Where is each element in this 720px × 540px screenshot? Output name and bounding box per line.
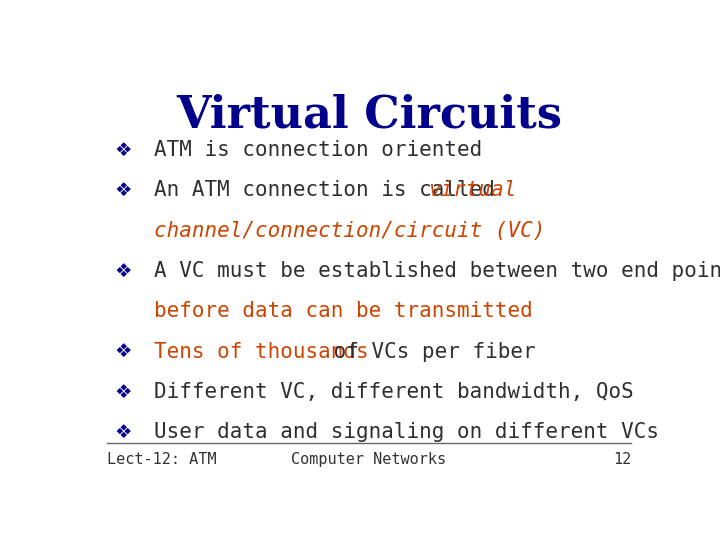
Text: An ATM connection is called: An ATM connection is called [154,180,508,200]
Text: virtual: virtual [428,180,516,200]
Text: ❖: ❖ [114,423,132,442]
Text: Lect-12: ATM: Lect-12: ATM [107,453,216,467]
Text: ❖: ❖ [114,261,132,281]
Text: 12: 12 [613,453,631,467]
Text: Computer Networks: Computer Networks [292,453,446,467]
Text: Tens of thousands: Tens of thousands [154,342,369,362]
Text: User data and signaling on different VCs: User data and signaling on different VCs [154,422,660,442]
Text: ❖: ❖ [114,140,132,159]
Text: ATM is connection oriented: ATM is connection oriented [154,140,482,160]
Text: ❖: ❖ [114,342,132,361]
Text: Different VC, different bandwidth, QoS: Different VC, different bandwidth, QoS [154,382,634,402]
Text: ❖: ❖ [114,181,132,200]
Text: Virtual Circuits: Virtual Circuits [176,94,562,137]
Text: of VCs per fiber: of VCs per fiber [320,342,535,362]
Text: before data can be transmitted: before data can be transmitted [154,301,533,321]
Text: ❖: ❖ [114,382,132,402]
Text: channel/connection/circuit (VC): channel/connection/circuit (VC) [154,221,546,241]
Text: A VC must be established between two end points: A VC must be established between two end… [154,261,720,281]
